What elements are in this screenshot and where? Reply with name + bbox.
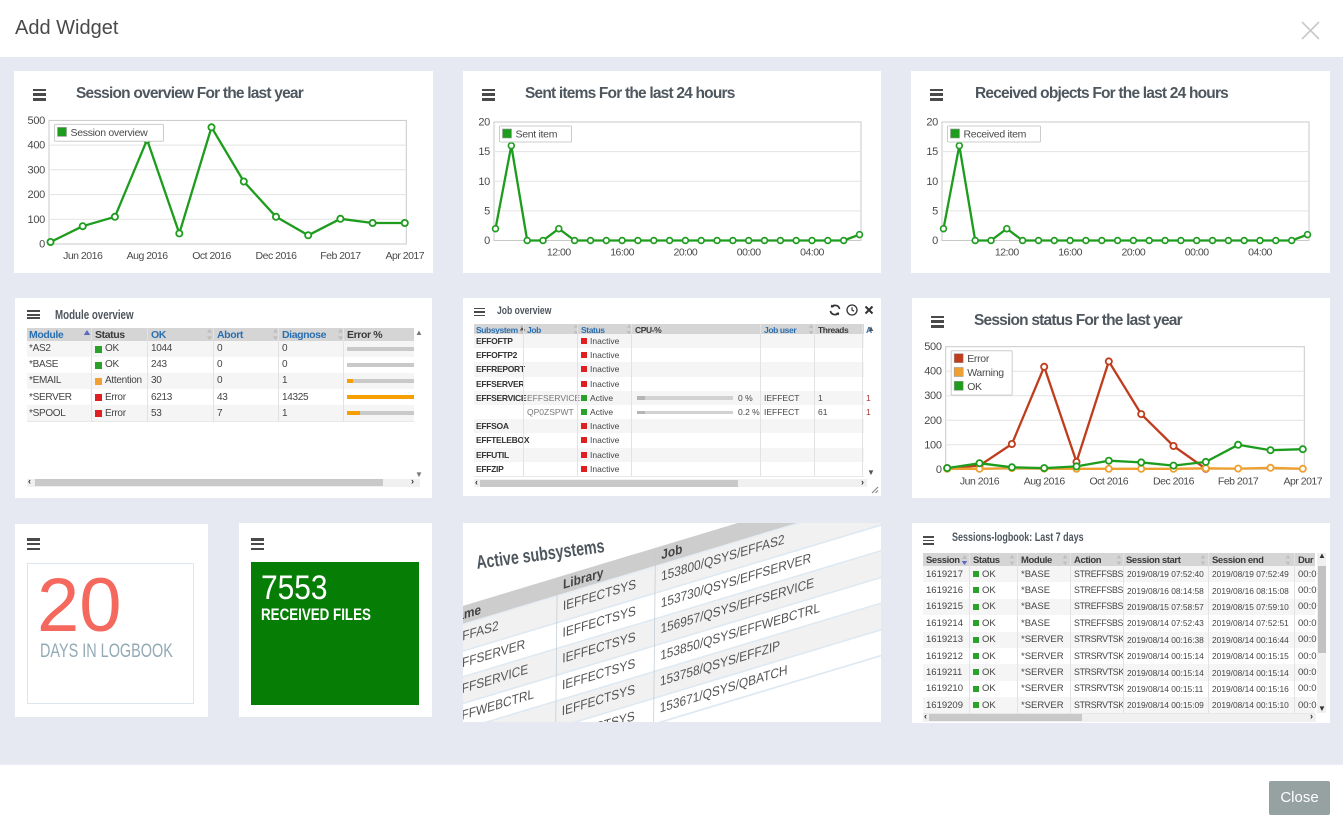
svg-text:Aug 2016: Aug 2016	[1024, 475, 1066, 487]
svg-text:20:00: 20:00	[674, 247, 698, 259]
svg-text:400: 400	[924, 366, 942, 378]
svg-text:00:00: 00:00	[1185, 247, 1209, 259]
svg-text:Feb 2017: Feb 2017	[320, 250, 361, 262]
svg-text:Jun 2016: Jun 2016	[960, 475, 1000, 487]
svg-text:15: 15	[926, 146, 938, 158]
svg-text:Apr 2017: Apr 2017	[385, 250, 424, 262]
svg-text:Oct 2016: Oct 2016	[192, 250, 231, 262]
svg-text:0: 0	[932, 235, 938, 247]
svg-text:15: 15	[478, 146, 490, 158]
svg-text:0: 0	[39, 239, 45, 251]
svg-text:Session overview: Session overview	[71, 127, 149, 139]
svg-text:Feb 2017: Feb 2017	[1218, 475, 1259, 487]
svg-text:500: 500	[924, 341, 942, 353]
svg-text:10: 10	[478, 176, 490, 188]
svg-text:0: 0	[936, 464, 942, 476]
svg-text:OK: OK	[967, 381, 982, 393]
svg-text:Received item: Received item	[964, 129, 1027, 141]
svg-text:100: 100	[924, 439, 942, 451]
svg-text:Error: Error	[967, 353, 990, 365]
svg-text:12:00: 12:00	[547, 247, 571, 259]
svg-text:Apr 2017: Apr 2017	[1283, 475, 1322, 487]
svg-text:04:00: 04:00	[1248, 247, 1272, 259]
svg-text:200: 200	[924, 415, 942, 427]
svg-text:100: 100	[28, 214, 46, 226]
svg-text:5: 5	[484, 205, 490, 217]
svg-text:Aug 2016: Aug 2016	[127, 250, 169, 262]
svg-text:0: 0	[484, 235, 490, 247]
svg-text:Sent item: Sent item	[516, 129, 558, 141]
svg-text:10: 10	[926, 176, 938, 188]
svg-text:16:00: 16:00	[610, 247, 634, 259]
svg-text:20: 20	[926, 117, 938, 129]
svg-text:300: 300	[924, 390, 942, 402]
svg-text:5: 5	[932, 205, 938, 217]
svg-text:Jun 2016: Jun 2016	[63, 250, 103, 262]
svg-text:20:00: 20:00	[1122, 247, 1146, 259]
svg-text:400: 400	[28, 140, 46, 152]
svg-text:200: 200	[28, 189, 46, 201]
svg-text:Oct 2016: Oct 2016	[1089, 475, 1128, 487]
svg-text:12:00: 12:00	[995, 247, 1019, 259]
svg-text:Dec 2016: Dec 2016	[256, 250, 298, 262]
svg-text:16:00: 16:00	[1058, 247, 1082, 259]
svg-text:500: 500	[28, 115, 46, 127]
svg-text:300: 300	[28, 164, 46, 176]
svg-text:04:00: 04:00	[800, 247, 824, 259]
svg-text:Warning: Warning	[967, 367, 1004, 379]
svg-text:20: 20	[478, 117, 490, 129]
svg-text:Dec 2016: Dec 2016	[1153, 475, 1195, 487]
svg-text:00:00: 00:00	[737, 247, 761, 259]
